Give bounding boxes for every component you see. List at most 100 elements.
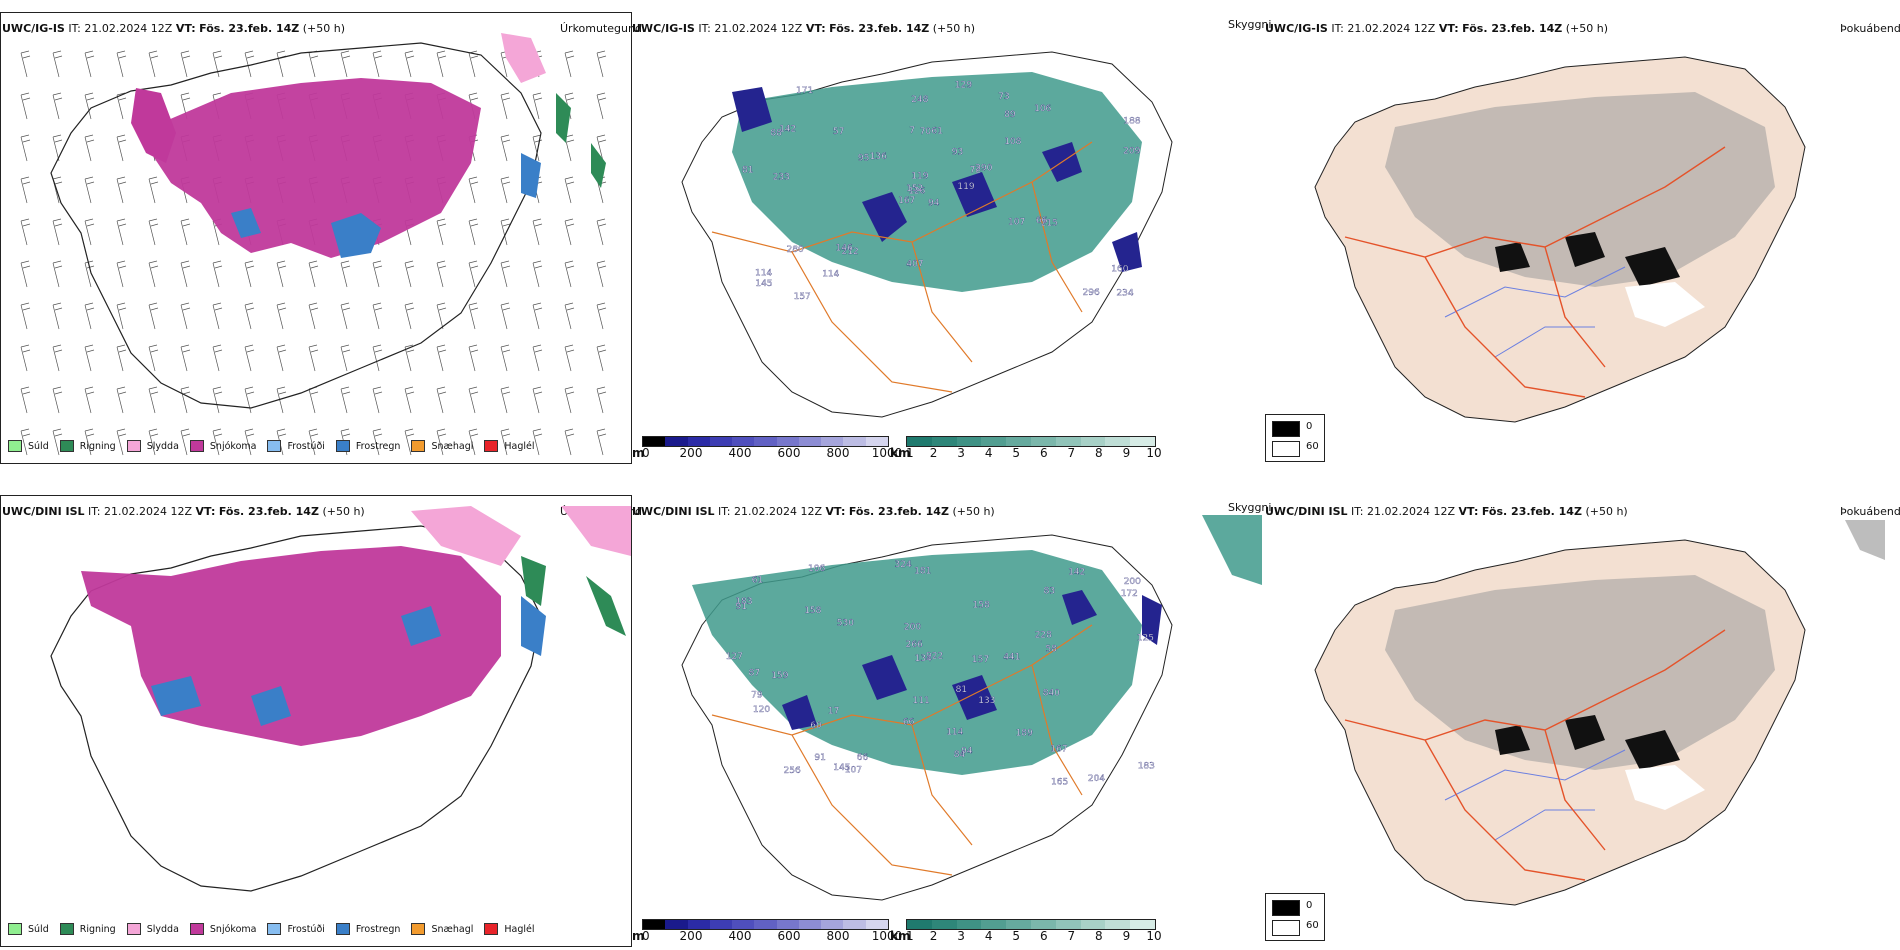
- fog-clear-area: [1625, 765, 1705, 810]
- fog-legend-label: 0: [1306, 900, 1313, 911]
- legend-swatch: [189, 440, 204, 452]
- wind-barb: [436, 386, 447, 414]
- precip-value-label: 167: [898, 196, 915, 206]
- it-value: 21.02.2024 12Z: [104, 505, 193, 518]
- precip-value-label: 126: [908, 186, 925, 196]
- fog-legend-swatch: [1272, 421, 1300, 437]
- fog-legend-label: 0: [1306, 421, 1313, 432]
- wind-barb: [84, 428, 95, 456]
- legend-label: Snjókoma: [209, 923, 257, 935]
- precip-value-label: 89: [1004, 110, 1016, 120]
- cloud-map: 94 88 126 114 72 212 73 61 89 119 171 234 233 188 167 1…: [632, 32, 1262, 432]
- precip-value-labels: 94 88 126 114 72 212 73 61 89 119 171 234 233 188 167 1…: [742, 80, 1141, 335]
- it-label: IT:: [698, 22, 711, 35]
- colorbar-tick-label: 400: [728, 446, 752, 460]
- wind-barb: [116, 50, 127, 78]
- wind-barb: [116, 134, 127, 162]
- precip-value-label: 91: [736, 602, 747, 612]
- legend-label: Slydda: [146, 923, 179, 935]
- legend-label: Súld: [28, 440, 49, 452]
- visibility-unit: km: [890, 446, 911, 460]
- wind-barb: [212, 344, 223, 372]
- it-label: IT:: [1331, 22, 1344, 35]
- wind-barb: [596, 50, 607, 78]
- wind-barb: [596, 386, 607, 414]
- precip-value-label: 7: [909, 126, 915, 136]
- wind-barb: [180, 428, 191, 456]
- legend-item: Haglél: [484, 923, 535, 935]
- colorbar-tick-label: 9: [1122, 929, 1131, 943]
- panel-header: UWC/IG-IS IT: 21.02.2024 12Z VT: Fös. 23…: [2, 22, 345, 35]
- wind-barb: [340, 50, 351, 78]
- colorbar-segment: [907, 437, 932, 446]
- wind-barb: [564, 428, 575, 456]
- precip-value-label: 228: [1035, 630, 1052, 640]
- colorbar-tick-label: 800: [826, 929, 850, 943]
- wind-barb: [20, 386, 31, 414]
- cloud-panel-row2: UWC/DINI ISL IT: 21.02.2024 12Z VT: Fös.…: [632, 495, 1325, 947]
- colorbar-segment: [665, 920, 688, 929]
- colorbar-segment: [981, 437, 1007, 446]
- wind-barb: [84, 134, 95, 162]
- colorbar-tick-label: 1000: [871, 929, 903, 943]
- precip-value-label: 114: [755, 268, 772, 278]
- colorbar-segment: [1080, 920, 1106, 929]
- precip-value-label: 66: [903, 718, 915, 728]
- precip-value-label: 209: [1123, 147, 1140, 157]
- wind-barb: [116, 176, 127, 204]
- fog-legend: 0 60: [1265, 414, 1325, 462]
- precip-value-label: 204: [1088, 774, 1105, 784]
- wind-barb: [20, 134, 31, 162]
- fog-dense-patches: [1495, 232, 1680, 287]
- colorbar-tick-label: 9: [1122, 446, 1131, 460]
- precip-value-label: 165: [1051, 778, 1068, 788]
- model-name: UWC/IG-IS: [2, 22, 65, 35]
- fog-panel-row2: UWC/DINI ISL IT: 21.02.2024 12Z VT: Fös.…: [1265, 495, 1900, 947]
- wind-barb: [20, 176, 31, 204]
- wind-barb: [244, 428, 255, 456]
- colorbar-segment: [643, 437, 666, 446]
- wind-barb: [20, 428, 31, 456]
- wind-barb: [116, 428, 127, 456]
- colorbar-tick-label: 5: [1012, 929, 1021, 943]
- cloud-panel-row1: UWC/IG-IS IT: 21.02.2024 12Z VT: Fös. 23…: [632, 12, 1325, 464]
- precip-value-label: 106: [1034, 104, 1051, 114]
- precip-value-label: 157: [972, 655, 989, 665]
- model-name: UWC/IG-IS: [632, 22, 695, 35]
- wind-barb: [180, 302, 191, 330]
- legend-swatch: [411, 923, 426, 935]
- precip-value-label: 94: [928, 198, 940, 208]
- precip-value-label: 183: [1138, 761, 1155, 771]
- panel-header: UWC/DINI ISL IT: 21.02.2024 12Z VT: Fös.…: [2, 505, 365, 518]
- colorbar-tick-label: 1000: [871, 446, 903, 460]
- colorbar-segment: [1006, 437, 1031, 446]
- wind-barb: [148, 386, 159, 414]
- wind-barb: [84, 92, 95, 120]
- height-marker-label: 69: [752, 325, 764, 335]
- colorbar-segment: [776, 920, 799, 929]
- precip-value-label: 79: [751, 691, 763, 701]
- colorbar-segment: [754, 920, 777, 929]
- colorbar-tick-label: 600: [777, 929, 801, 943]
- vt-value: Fös. 23.feb. 14Z: [218, 505, 319, 518]
- it-label: IT:: [68, 22, 81, 35]
- colorbar-tick-label: 0: [642, 929, 650, 943]
- sleet-patch-ne: [411, 506, 631, 566]
- wind-barb: [244, 386, 255, 414]
- rivers: [1444, 749, 1626, 841]
- wind-barb: [212, 302, 223, 330]
- precip-value-label: 84: [954, 750, 966, 760]
- colorbar-segment: [981, 920, 1007, 929]
- precip-value-label: 922: [926, 651, 943, 661]
- colorbar-segment: [1006, 920, 1031, 929]
- wind-barb: [340, 386, 351, 414]
- wind-barb: [532, 428, 543, 456]
- vt-value: Fös. 23.feb. 14Z: [1462, 22, 1563, 35]
- precip-value-label: 181: [914, 567, 931, 577]
- colorbar-segment: [931, 437, 957, 446]
- precip-value-label: 83: [1044, 587, 1055, 597]
- wind-barb: [500, 428, 511, 456]
- wind-barb: [564, 260, 575, 288]
- precip-value-label: 108: [1004, 137, 1021, 147]
- precip-value-label: 172: [1121, 589, 1138, 599]
